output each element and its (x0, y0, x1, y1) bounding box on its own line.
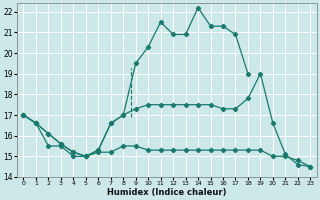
X-axis label: Humidex (Indice chaleur): Humidex (Indice chaleur) (107, 188, 227, 197)
